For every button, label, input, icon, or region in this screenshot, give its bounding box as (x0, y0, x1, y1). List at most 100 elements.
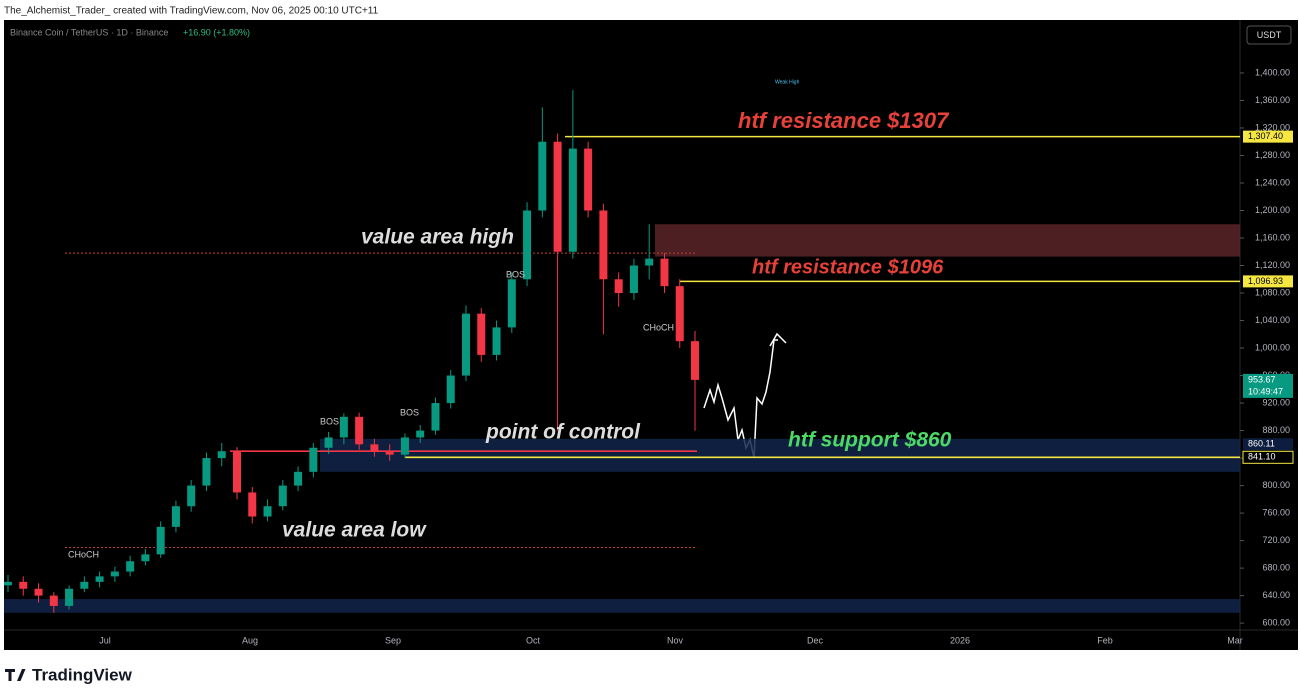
annotation: BOS (320, 416, 339, 426)
candle-body (462, 313, 470, 376)
x-tick-label: Jul (99, 635, 111, 645)
candle-body (507, 279, 516, 328)
zone (655, 224, 1240, 257)
y-tick-label: 1,320.00 (1255, 122, 1290, 132)
y-tick-label: 1,000.00 (1255, 342, 1290, 352)
candle-body (538, 141, 547, 211)
annotation: CHoCH (68, 549, 99, 559)
candle-body (675, 286, 684, 342)
candle-body (34, 588, 43, 596)
candle-body (370, 444, 379, 452)
price-tag-label: 1,307.40 (1248, 131, 1283, 141)
annotation: value area low (282, 519, 427, 542)
price-tag-label: 860.11 (1248, 439, 1275, 449)
annotation: BOS (506, 269, 525, 279)
y-tick-label: 640.00 (1262, 590, 1290, 600)
x-tick-label: Dec (807, 635, 824, 645)
header: The_Alchemist_Trader_ created with Tradi… (4, 6, 379, 17)
annotation: Weak High (775, 79, 800, 85)
annotation: value area high (361, 226, 514, 249)
candle-body (171, 506, 180, 527)
candle-body (126, 561, 135, 572)
y-tick-label: 680.00 (1262, 562, 1290, 572)
candle-body (523, 210, 532, 280)
y-tick-label: 760.00 (1262, 507, 1290, 517)
annotation: htf resistance $1096 (752, 256, 944, 278)
candle-body (568, 148, 577, 252)
price-tag (1242, 450, 1294, 464)
price-tag-label: 841.10 (1248, 452, 1276, 462)
candle-body (599, 210, 608, 280)
y-tick-label: 600.00 (1262, 617, 1290, 627)
x-tick-label: Aug (242, 635, 258, 645)
candle-body (446, 375, 455, 404)
x-tick-label: Feb (1097, 635, 1113, 645)
candle-body (49, 595, 58, 606)
y-tick-label: 1,160.00 (1255, 232, 1290, 242)
candle-body (492, 327, 501, 355)
candle-body (4, 581, 12, 586)
candle-body (385, 451, 394, 455)
x-tick-label: Oct (526, 635, 541, 645)
candle-body (477, 313, 486, 355)
y-tick-label: 1,280.00 (1255, 150, 1290, 160)
candle-body (217, 451, 226, 459)
candle-body (187, 485, 196, 507)
candle-body (324, 437, 333, 448)
y-tick-label: 1,360.00 (1255, 95, 1290, 105)
candle-body (248, 492, 257, 517)
price-tag (1243, 130, 1293, 143)
y-tick-label: 880.00 (1262, 425, 1290, 435)
candle-body (629, 265, 638, 294)
brand-logo (5, 669, 26, 681)
y-tick-label: 1,240.00 (1255, 177, 1290, 187)
candle-body (263, 506, 272, 517)
candle-body (141, 554, 150, 562)
x-tick-label: Nov (667, 635, 684, 645)
price-tag-label: 953.67 (1248, 374, 1276, 384)
y-tick-label: 920.00 (1262, 397, 1290, 407)
candle-body (431, 403, 440, 431)
candle-body (584, 148, 593, 211)
candle-body (65, 588, 74, 606)
candle-body (156, 526, 165, 555)
candle-body (416, 430, 425, 438)
annotation: htf resistance $1307 (738, 108, 950, 133)
currency-box[interactable] (1246, 25, 1292, 45)
zone (4, 599, 1240, 613)
price-tag (1243, 373, 1293, 398)
x-tick-label: Mar (1227, 635, 1243, 645)
chart-bg (4, 20, 1298, 650)
change: +16.90 (+1.80%) (183, 27, 250, 37)
candle-body (309, 447, 318, 472)
y-tick-label: 1,120.00 (1255, 260, 1290, 270)
candle-body (691, 341, 699, 380)
annotation: BOS (400, 407, 419, 417)
candle-body (95, 576, 104, 582)
candle-body (645, 258, 654, 266)
candle-body (233, 451, 241, 493)
price-tag-label: 1,096.93 (1248, 276, 1283, 286)
annotation: CHoCH (643, 322, 674, 332)
price-tag (1243, 275, 1293, 288)
y-tick-label: 1,040.00 (1255, 315, 1290, 325)
candle-body (355, 416, 364, 445)
y-tick-label: 1,200.00 (1255, 205, 1290, 215)
currency: USDT (1257, 30, 1282, 40)
candle-body (80, 581, 89, 589)
x-tick-label: Sep (385, 635, 401, 645)
candle-body (660, 258, 669, 287)
brand: TradingView (32, 665, 133, 684)
candle-body (19, 581, 28, 589)
symbol: Binance Coin / TetherUS · 1D · Binance (10, 27, 168, 37)
candle-body (202, 458, 211, 486)
y-tick-label: 720.00 (1262, 535, 1290, 545)
annotation: htf support $860 (788, 429, 952, 452)
candle-body (294, 471, 303, 486)
x-tick-label: 2026 (950, 635, 970, 645)
candle-body (278, 485, 287, 507)
candle-body (400, 437, 409, 455)
candle-body (110, 571, 119, 577)
candle-body (339, 416, 348, 438)
